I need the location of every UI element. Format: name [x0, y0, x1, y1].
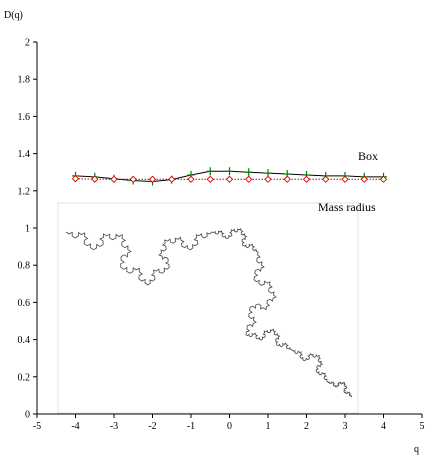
y-tick-label: 0.8	[18, 261, 31, 272]
data-point-mass_radius	[91, 175, 99, 183]
x-tick-label: -3	[110, 421, 118, 432]
x-tick-label: -4	[71, 421, 79, 432]
y-tick-label: 1.8	[18, 75, 31, 86]
data-point-mass_radius	[302, 175, 311, 183]
y-tick-label: 0.6	[18, 298, 31, 309]
plot-series	[71, 167, 388, 186]
data-point-mass_radius	[264, 175, 272, 183]
x-tick-label: 4	[381, 421, 386, 432]
data-point-mass_radius	[360, 175, 368, 183]
axes: -5 -4 -3 -2 -1 0 1 2 3 4 5 0 0.2 0.4 0.6 0.8 1 1.2 1.4 1.6 1…	[18, 38, 425, 433]
y-axis-title: D(q)	[4, 10, 23, 21]
data-point-mass_radius	[206, 175, 214, 183]
inset-image	[57, 202, 359, 414]
annotation-mass-radius: Mass radius	[318, 200, 376, 214]
data-point-mass_radius	[283, 175, 291, 183]
inset-frame	[57, 202, 359, 414]
annotation-box: Box	[358, 149, 378, 163]
data-point-box	[245, 168, 253, 177]
data-point-mass_radius	[129, 175, 137, 183]
data-point-box	[226, 167, 233, 176]
data-point-mass_radius	[341, 175, 349, 183]
y-tick-label: 1.2	[18, 186, 31, 197]
y-tick-label: 1	[25, 224, 30, 235]
data-point-mass_radius	[245, 175, 253, 183]
x-tick-label: -2	[148, 421, 156, 432]
data-point-mass_radius	[322, 175, 330, 183]
x-tick-label: 5	[420, 421, 425, 432]
x-tick-label: 0	[227, 421, 232, 432]
y-tick-label: 0.2	[18, 372, 31, 383]
x-axis-title: q	[414, 444, 419, 455]
data-point-mass_radius	[110, 175, 118, 183]
data-point-box	[206, 167, 214, 176]
x-tick-label: 1	[266, 421, 271, 432]
y-tick-label: 0	[25, 410, 30, 421]
data-point-mass_radius	[379, 175, 388, 183]
data-point-mass_radius	[71, 175, 80, 183]
x-tick-label: -1	[187, 421, 195, 432]
data-point-mass_radius	[225, 175, 234, 183]
y-tick-label: 2	[25, 38, 30, 49]
koch-curve	[65, 227, 353, 398]
data-point-mass_radius	[187, 175, 195, 183]
x-tick-label: 2	[304, 421, 309, 432]
y-tick-label: 1.6	[18, 112, 31, 123]
y-tick-label: 1.4	[18, 149, 31, 160]
data-point-mass_radius	[148, 175, 157, 183]
y-tick-label: 0.4	[18, 335, 31, 346]
x-tick-label: -5	[33, 421, 41, 432]
data-point-mass_radius	[168, 175, 176, 183]
series-mass_radius	[71, 175, 388, 183]
x-tick-label: 3	[343, 421, 348, 432]
